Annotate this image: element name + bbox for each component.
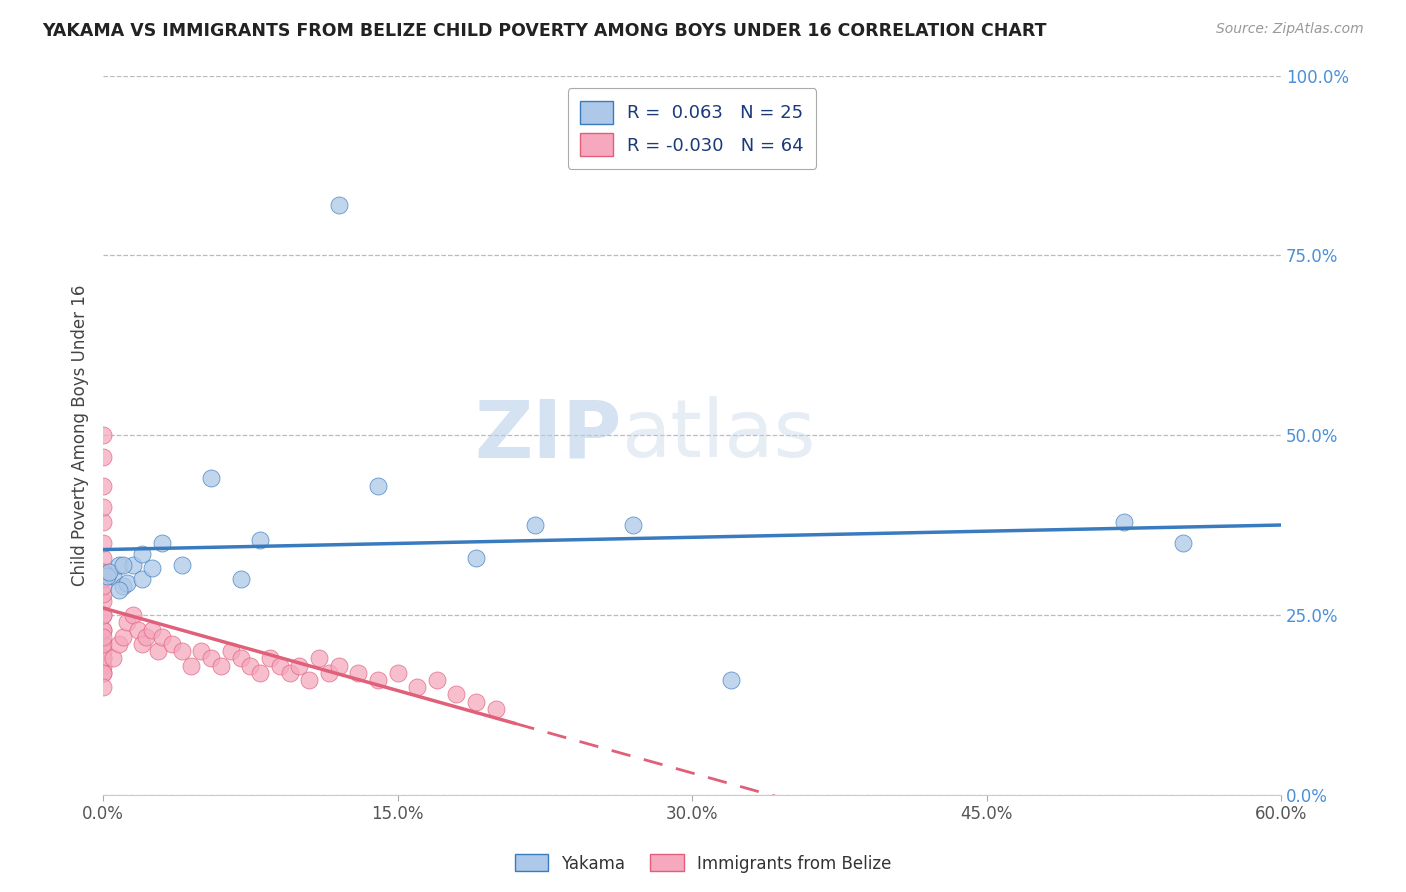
Point (91, 500, 114, 515)
Point (170, 558, 193, 572)
Point (278, 665, 301, 680)
Point (200, 471, 222, 485)
Point (328, 198, 350, 212)
Point (621, 518, 644, 533)
Point (485, 702, 508, 716)
Point (229, 572, 252, 586)
Point (121, 608, 143, 623)
Point (91, 515, 114, 529)
Text: atlas: atlas (621, 396, 815, 475)
Point (91, 572, 114, 586)
Point (180, 658, 202, 673)
Point (160, 637, 183, 651)
Point (108, 558, 131, 572)
Text: ZIP: ZIP (474, 396, 621, 475)
Point (108, 582, 131, 597)
Text: YAKAMA VS IMMIGRANTS FROM BELIZE CHILD POVERTY AMONG BOYS UNDER 16 CORRELATION C: YAKAMA VS IMMIGRANTS FROM BELIZE CHILD P… (42, 22, 1046, 40)
Point (91, 651, 114, 665)
Point (269, 658, 291, 673)
Point (101, 568, 124, 582)
Point (318, 665, 340, 680)
Point (1112, 515, 1135, 529)
Point (91, 478, 114, 492)
Point (229, 651, 252, 665)
Point (200, 651, 222, 665)
Point (465, 550, 488, 565)
Point (91, 651, 114, 665)
Point (150, 630, 173, 644)
Point (91, 608, 114, 623)
Point (91, 630, 114, 644)
Point (91, 665, 114, 680)
Point (387, 665, 409, 680)
Point (91, 450, 114, 464)
Point (91, 428, 114, 442)
Point (288, 658, 311, 673)
Point (426, 673, 449, 687)
Point (209, 658, 232, 673)
Point (91, 608, 114, 623)
Point (219, 644, 242, 658)
Point (91, 586, 114, 600)
Point (91, 623, 114, 637)
Point (249, 533, 271, 547)
Point (127, 623, 149, 637)
Point (367, 673, 389, 687)
Point (141, 561, 163, 575)
Point (91, 623, 114, 637)
Point (298, 673, 321, 687)
Point (91, 536, 114, 550)
Point (91, 658, 114, 673)
Point (91, 644, 114, 658)
Point (150, 536, 173, 550)
Point (239, 658, 262, 673)
Point (91, 680, 114, 694)
Point (91, 579, 114, 593)
Point (328, 658, 350, 673)
Point (347, 665, 370, 680)
Point (524, 518, 547, 533)
Point (170, 644, 193, 658)
Point (115, 615, 138, 630)
Point (91, 565, 114, 579)
Point (91, 637, 114, 651)
Point (190, 644, 212, 658)
Point (135, 630, 157, 644)
Point (141, 623, 163, 637)
Point (131, 572, 153, 586)
Point (249, 665, 271, 680)
Point (121, 558, 143, 572)
Point (91, 637, 114, 651)
Point (446, 687, 468, 701)
Point (91, 550, 114, 565)
Point (115, 575, 138, 590)
Point (108, 637, 131, 651)
Point (465, 694, 488, 708)
Point (406, 680, 429, 694)
Text: Source: ZipAtlas.com: Source: ZipAtlas.com (1216, 22, 1364, 37)
Point (131, 547, 153, 561)
Point (91, 594, 114, 608)
Point (101, 651, 124, 665)
Point (98, 565, 121, 579)
Point (91, 665, 114, 680)
Y-axis label: Child Poverty Among Boys Under 16: Child Poverty Among Boys Under 16 (72, 285, 89, 586)
Point (131, 637, 153, 651)
Legend: R =  0.063   N = 25, R = -0.030   N = 64: R = 0.063 N = 25, R = -0.030 N = 64 (568, 88, 817, 169)
Point (91, 565, 114, 579)
Point (96, 568, 118, 582)
Point (111, 579, 134, 593)
Point (367, 478, 389, 492)
Point (308, 651, 330, 665)
Point (146, 644, 169, 658)
Point (1171, 536, 1194, 550)
Point (720, 673, 742, 687)
Point (111, 630, 134, 644)
Point (259, 651, 281, 665)
Legend: Yakama, Immigrants from Belize: Yakama, Immigrants from Belize (508, 847, 898, 880)
Point (111, 558, 134, 572)
